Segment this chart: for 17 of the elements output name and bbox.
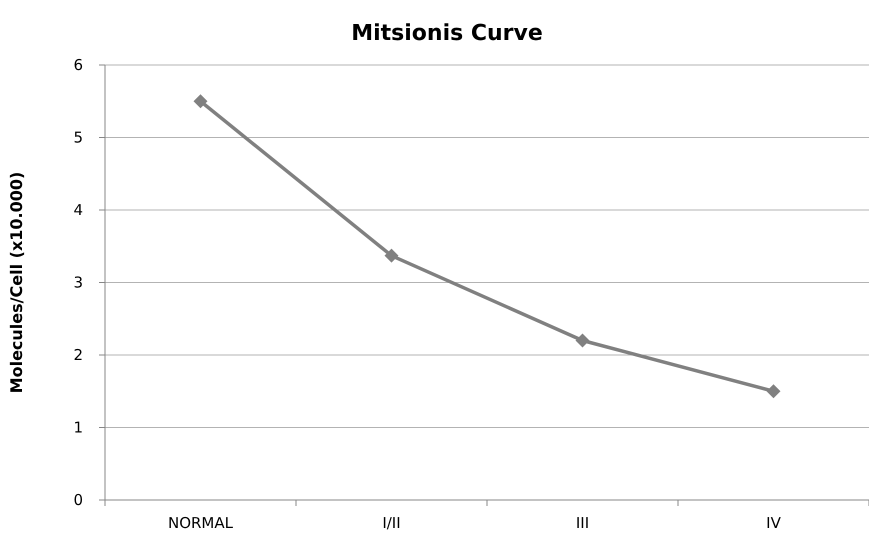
y-tick-label: 3 bbox=[73, 274, 83, 292]
point bbox=[194, 94, 208, 108]
point bbox=[576, 334, 590, 348]
x-tick-label: IV bbox=[766, 514, 782, 532]
point bbox=[766, 384, 780, 398]
x-tick-label: I/II bbox=[382, 514, 401, 532]
y-axis-title: Molecules/Cell (x10.000) bbox=[7, 172, 26, 394]
x-tick-label: III bbox=[576, 514, 590, 532]
y-tick-label: 0 bbox=[73, 491, 83, 509]
y-tick-label: 4 bbox=[73, 201, 83, 219]
y-tick-label: 2 bbox=[73, 346, 83, 364]
y-tick-label: 5 bbox=[73, 128, 83, 146]
y-tick-label: 6 bbox=[73, 56, 83, 74]
point bbox=[384, 248, 398, 263]
chart-title: Mitsionis Curve bbox=[351, 21, 543, 46]
y-tick-label: 1 bbox=[73, 418, 83, 436]
x-tick-label: NORMAL bbox=[168, 514, 234, 532]
